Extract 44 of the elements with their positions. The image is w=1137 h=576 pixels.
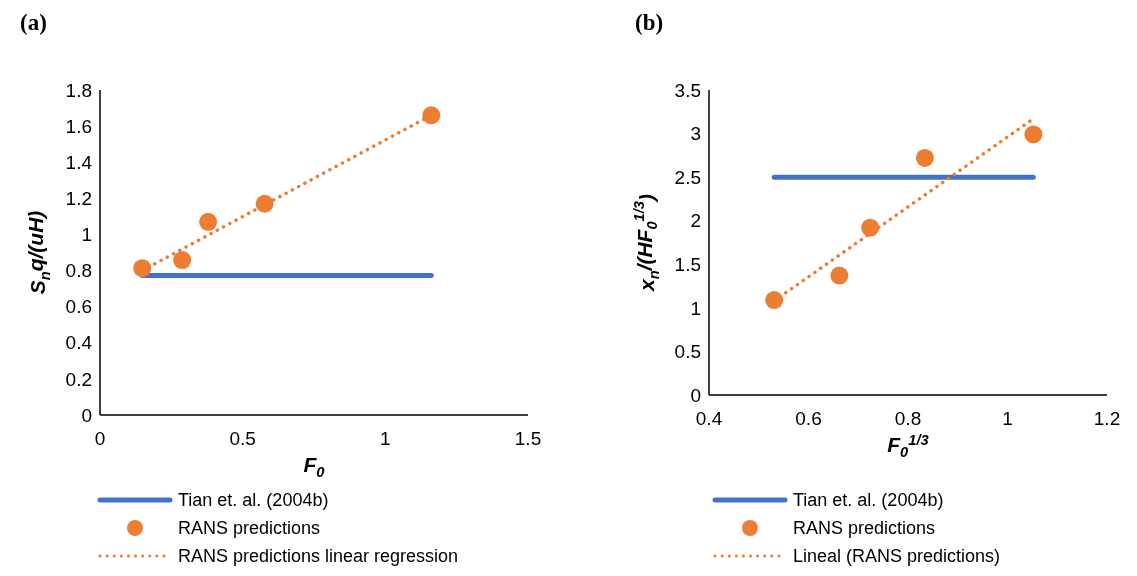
point [915, 148, 934, 167]
y-tick-label: 1.2 [65, 187, 92, 209]
point [199, 212, 218, 231]
x-tick-label: 1.2 [1093, 408, 1121, 429]
chart-title: (b) [635, 10, 664, 35]
y-tick-label: 0.4 [65, 332, 93, 354]
point [133, 259, 152, 278]
x-tick-label: 1 [380, 428, 391, 449]
legend-label: RANS predictions [793, 518, 936, 539]
point [255, 194, 274, 213]
y-tick-label: 1.6 [65, 115, 92, 137]
point [1024, 125, 1043, 144]
chart-title: (a) [20, 10, 47, 35]
y-tick-label: 1.5 [674, 253, 701, 275]
y-tick-label: 1.4 [65, 151, 93, 173]
y-tick-label: 1.8 [65, 79, 92, 101]
legend-label: Tian et. al. (2004b) [178, 490, 329, 511]
y-tick-label: 3.5 [674, 79, 701, 101]
legend-label: Lineal (RANS predictions) [793, 546, 1001, 567]
point [765, 291, 784, 310]
point [830, 266, 849, 285]
x-tick-label: 1.5 [514, 428, 542, 449]
y-tick-label: 2.5 [674, 166, 701, 188]
legend-label: RANS predictions [178, 518, 321, 539]
y-tick-label: 0.6 [65, 296, 92, 318]
legend-label: Tian et. al. (2004b) [793, 490, 944, 511]
y-tick-label: 3 [690, 123, 701, 145]
y-tick-label: 1 [81, 224, 92, 246]
y-tick-label: 0.2 [65, 368, 92, 390]
legend-label: RANS predictions linear regression [178, 546, 459, 567]
x-tick-label: 1 [1002, 408, 1013, 429]
x-axis-title: F$_{0}$ [303, 453, 326, 481]
x-tick-label: 0.5 [229, 428, 256, 449]
y-tick-label: 0.5 [674, 341, 701, 363]
y-tick-label: 0.8 [65, 260, 92, 282]
point [422, 106, 441, 125]
y-tick-label: 2 [690, 210, 701, 232]
x-tick-label: 0 [94, 428, 106, 449]
x-tick-label: 0.8 [894, 408, 922, 429]
point [173, 251, 192, 270]
x-tick-label: 0.6 [795, 408, 822, 429]
point [861, 218, 880, 237]
y-tick-label: 1 [690, 297, 701, 319]
y-tick-label: 0 [690, 384, 701, 406]
